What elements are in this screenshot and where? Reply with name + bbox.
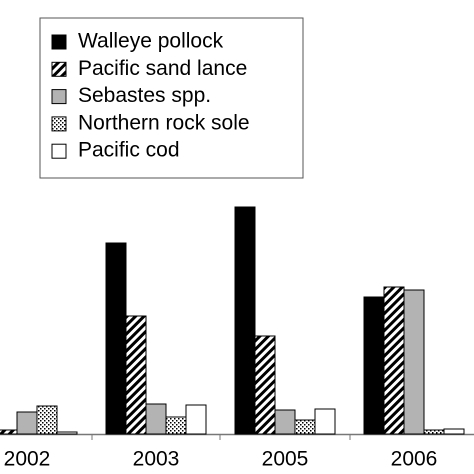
legend-swatch [51,116,67,132]
legend-swatch [51,61,67,77]
bar [254,335,276,435]
x-tick-label: 2005 [262,448,309,471]
x-tick-label: 2002 [4,448,51,471]
bar [423,429,445,435]
bar [36,405,58,435]
legend-swatch [51,89,67,105]
bar [403,289,425,435]
bar [443,428,465,435]
legend-label: Walleye pollock [78,30,224,53]
bar [314,408,336,435]
bar [383,286,405,435]
legend-label: Sebastes spp. [78,84,211,107]
bar [145,403,167,435]
bar [165,416,187,435]
bar [294,419,316,435]
bar [363,296,385,435]
bar [125,315,147,435]
bar [105,242,127,435]
x-tick-label: 2006 [391,448,438,471]
bar [0,429,18,435]
x-tick-label: 2003 [133,448,180,471]
legend-label: Northern rock sole [78,111,250,134]
bar [56,431,78,435]
legend-label: Pacific sand lance [78,57,247,80]
bar [274,409,296,435]
bar [234,206,256,435]
legend-swatch [51,143,67,159]
legend-label: Pacific cod [78,139,180,162]
bar [16,411,38,435]
legend-swatch [51,34,67,50]
legend-box [39,17,304,179]
bar [185,404,207,435]
